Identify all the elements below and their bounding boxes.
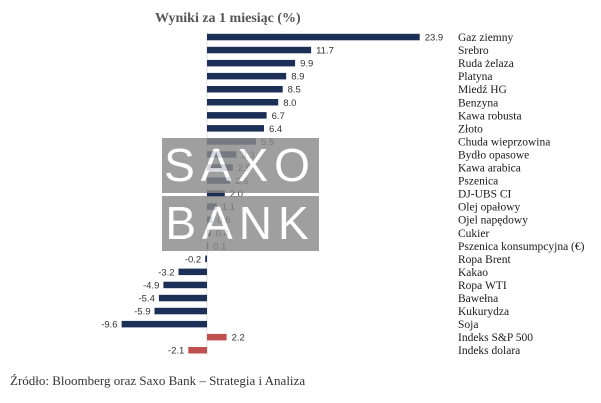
value-label-21: -5.9 <box>134 307 150 318</box>
category-label-4: Miedź HG <box>458 84 507 96</box>
bar-6 <box>207 112 267 119</box>
bar-18 <box>178 268 207 276</box>
value-label-6: 6.7 <box>272 111 285 122</box>
bar-17 <box>205 255 207 263</box>
category-label-19: Ropa WTI <box>458 280 507 292</box>
bars-layer: 23.9 Gaz ziemny 11.7 Srebro 9.9 Ruda żelaza 8.… <box>101 32 585 357</box>
category-label-18: Kakao <box>458 267 488 279</box>
category-label-8: Chuda wieprzowina <box>458 136 550 148</box>
category-label-2: Ruda żelaza <box>458 58 514 70</box>
category-label-1: Srebro <box>458 45 489 57</box>
category-label-23: Indeks S&P 500 <box>458 332 533 344</box>
saxo-bank-watermark-logo: SAXO BANK <box>162 138 319 251</box>
value-label-20: -5.4 <box>139 294 155 305</box>
watermark-line2: BANK <box>165 197 314 249</box>
value-label-12: 2.0 <box>230 189 243 200</box>
category-label-3: Platyna <box>458 71 493 83</box>
category-label-12: DJ-UBS CI <box>458 189 512 201</box>
value-label-22: -9.6 <box>101 320 117 331</box>
value-label-3: 8.9 <box>291 72 304 83</box>
category-label-9: Bydło opasowe <box>458 149 529 161</box>
bar-24 <box>188 347 207 354</box>
bar-3 <box>207 72 287 80</box>
source-note: Źródło: Bloomberg oraz Saxo Bank – Strat… <box>10 373 306 388</box>
category-label-17: Ropa Brent <box>458 254 512 266</box>
bar-4 <box>207 86 283 93</box>
bar-19 <box>163 281 207 289</box>
category-label-0: Gaz ziemny <box>458 32 513 44</box>
value-label-24: -2.1 <box>168 346 184 357</box>
value-label-0: 23.9 <box>425 33 444 44</box>
category-label-11: Pszenica <box>458 176 498 188</box>
bar-22 <box>121 320 207 328</box>
bar-21 <box>154 307 207 315</box>
chart-title: Wyniki za 1 miesiąc (%) <box>155 11 301 26</box>
category-label-14: Ojel napędowy <box>458 215 528 227</box>
value-label-1: 11.7 <box>316 46 334 57</box>
category-label-22: Soja <box>458 319 478 331</box>
category-label-7: Złoto <box>458 123 483 135</box>
value-label-23: 2.2 <box>232 333 245 344</box>
value-label-4: 8.5 <box>288 85 301 96</box>
category-label-10: Kawa arabica <box>458 163 521 175</box>
bar-0 <box>207 33 420 41</box>
value-label-18: -3.2 <box>158 267 174 278</box>
bar-2 <box>207 59 296 67</box>
bar-7 <box>207 125 264 132</box>
watermark-top-block <box>162 138 319 193</box>
value-label-17: -0.2 <box>185 254 201 265</box>
bar-12 <box>207 190 225 197</box>
category-label-21: Kukurydza <box>458 306 509 318</box>
watermark-line1: SAXO <box>164 139 316 191</box>
bar-23 <box>207 333 227 341</box>
value-label-5: 8.0 <box>283 98 296 109</box>
category-label-20: Bawełna <box>458 293 498 305</box>
category-label-6: Kawa robusta <box>458 110 522 122</box>
category-label-13: Olej opałowy <box>458 202 521 214</box>
category-label-16: Pszenica konsumpcyjna (€) <box>458 241 585 253</box>
watermark-bottom-block <box>162 196 319 251</box>
value-label-2: 9.9 <box>300 59 313 70</box>
category-label-5: Benzyna <box>458 97 498 109</box>
category-label-24: Indeks dolara <box>458 345 520 357</box>
bar-5 <box>207 99 279 106</box>
bar-20 <box>158 294 207 302</box>
category-label-15: Cukier <box>458 228 489 240</box>
bar-1 <box>207 46 312 54</box>
value-label-19: -4.9 <box>143 281 159 292</box>
value-label-7: 6.4 <box>269 124 282 135</box>
